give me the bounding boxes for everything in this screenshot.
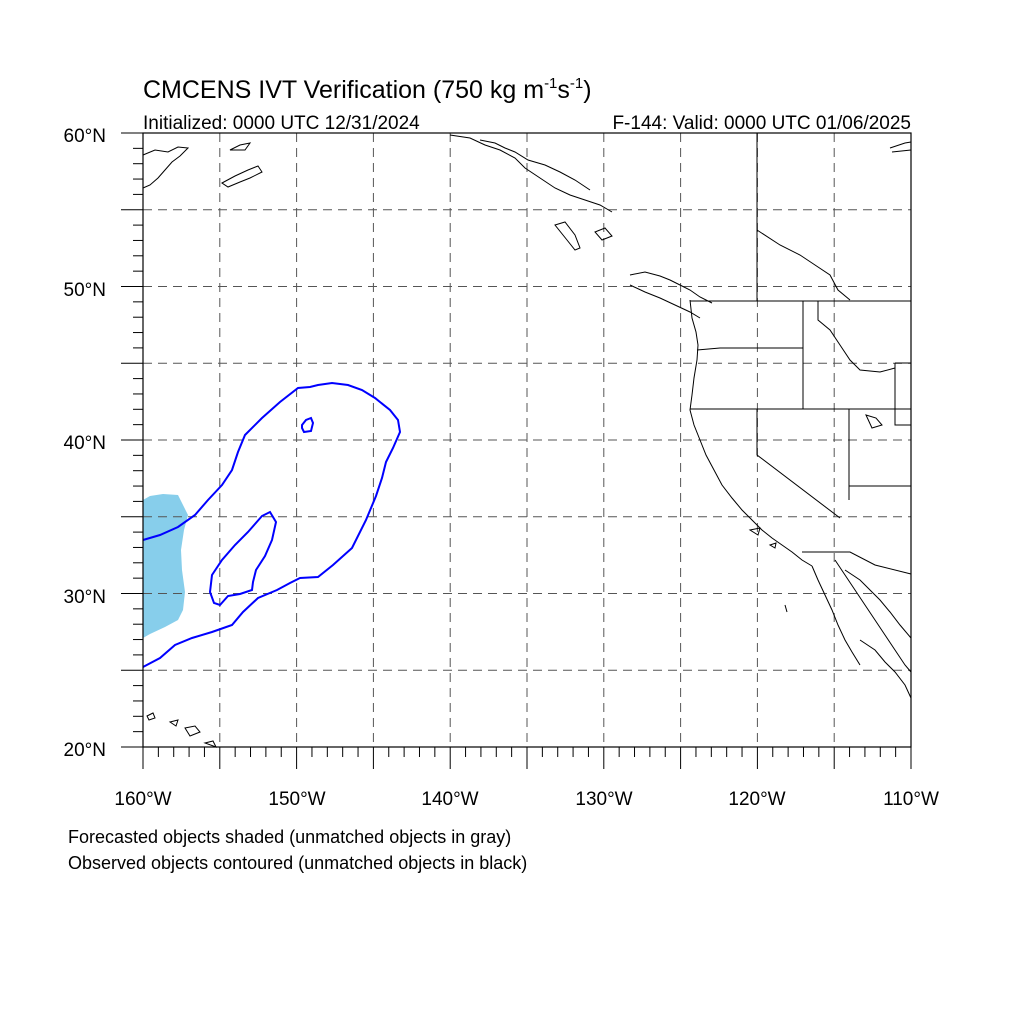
lat-labels: 20°N 30°N 40°N 50°N 60°N <box>64 126 106 761</box>
map-panel <box>121 132 912 769</box>
lon-label-150w: 150°W <box>268 789 325 810</box>
title-mid: s <box>557 76 570 104</box>
lon-label-120w: 120°W <box>728 789 785 810</box>
observed-contour-outer <box>142 381 402 668</box>
initialized-label: Initialized: 0000 UTC 12/31/2024 <box>143 113 420 134</box>
lon-label-140w: 140°W <box>421 789 478 810</box>
title-suffix: ) <box>583 76 591 104</box>
title-exp2: -1 <box>570 75 583 92</box>
footnote-observed: Observed objects contoured (unmatched ob… <box>68 853 528 873</box>
lon-label-160w: 160°W <box>114 789 171 810</box>
valid-label: F-144: Valid: 0000 UTC 01/06/2025 <box>612 113 911 134</box>
title-main: CMCENS IVT Verification (750 kg m <box>143 76 544 104</box>
lon-label-130w: 130°W <box>575 789 632 810</box>
observed-contour-inner <box>208 510 278 607</box>
lat-label-40: 40°N <box>64 433 106 454</box>
map-title: CMCENS IVT Verification (750 kg m-1s-1) <box>143 75 592 104</box>
forecast-object-shaded <box>143 494 188 638</box>
coastlines <box>142 133 912 748</box>
axis-ticks <box>121 132 912 769</box>
lat-label-20: 20°N <box>64 740 106 761</box>
observed-contour-small <box>301 416 315 434</box>
title-exp1: -1 <box>544 75 557 92</box>
observed-object-contours <box>142 381 402 668</box>
lat-label-60: 60°N <box>64 126 106 147</box>
footnote-forecast: Forecasted objects shaded (unmatched obj… <box>68 827 512 847</box>
lon-label-110w: 110°W <box>883 789 939 810</box>
lat-label-50: 50°N <box>64 280 106 301</box>
lat-label-30: 30°N <box>64 587 106 608</box>
lon-labels: 160°W 150°W 140°W 130°W 120°W 110°W <box>114 789 939 810</box>
